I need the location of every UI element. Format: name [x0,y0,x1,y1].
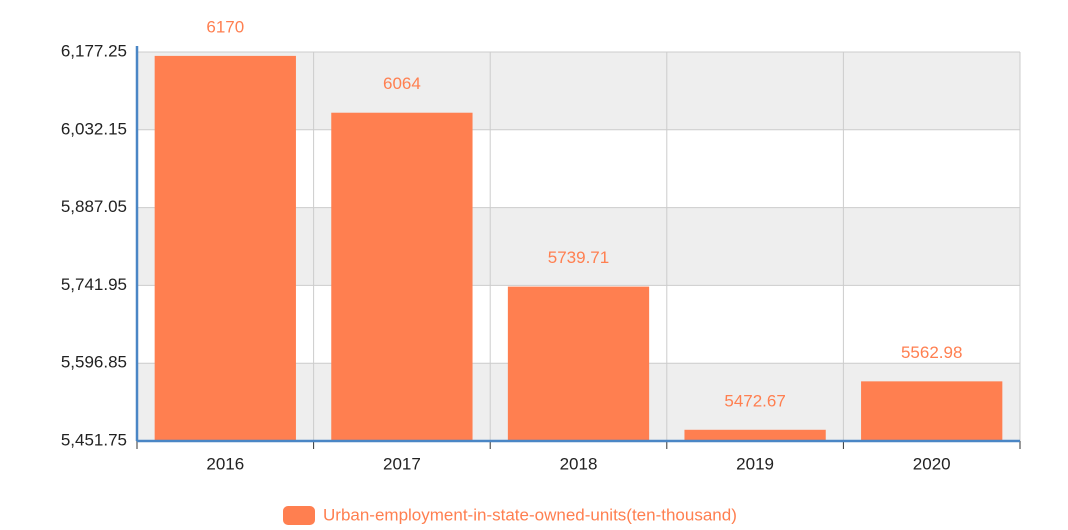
legend-label: Urban-employment-in-state-owned-units(te… [323,505,737,524]
bar [861,381,1003,441]
x-tick-label: 2019 [736,454,774,473]
value-label: 5472.67 [724,391,785,410]
y-tick-label: 6,032.15 [61,119,127,138]
y-tick-label: 5,451.75 [61,430,127,449]
value-label: 5562.98 [901,343,962,362]
value-label: 5739.71 [548,248,609,267]
bar [154,55,296,441]
x-tick-label: 2017 [383,454,421,473]
value-label: 6170 [206,17,244,36]
y-tick-label: 5,741.95 [61,275,127,294]
y-tick-label: 6,177.25 [61,41,127,60]
y-tick-label: 5,887.05 [61,197,127,216]
bar [684,429,826,441]
x-tick-label: 2016 [206,454,244,473]
x-tick-label: 2020 [913,454,951,473]
y-tick-label: 5,596.85 [61,353,127,372]
bar [507,286,650,441]
legend-swatch [283,506,315,525]
bar [331,112,473,442]
x-tick-label: 2018 [560,454,598,473]
value-label: 6064 [383,74,421,93]
